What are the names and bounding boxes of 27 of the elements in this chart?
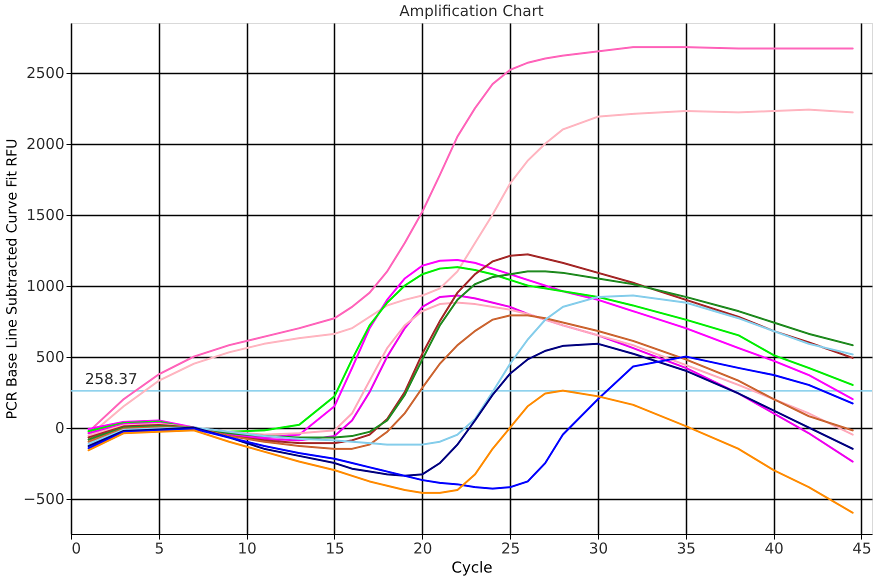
line-series — [88, 314, 854, 450]
ref-line-label: 258.37 — [85, 370, 138, 388]
y-axis-title: PCR Base Line Subtracted Curve Fit RFU — [4, 138, 20, 420]
x-tick-label: 5 — [154, 540, 164, 558]
x-tick-label: 35 — [676, 540, 696, 558]
y-tick-label: 1000 — [26, 277, 64, 296]
x-tick-label: 10 — [238, 540, 257, 558]
line-series — [88, 390, 854, 514]
line-series — [88, 356, 854, 490]
y-tick-label: 2000 — [26, 135, 64, 154]
x-tick-label: 20 — [413, 540, 432, 558]
x-tick-label: 30 — [588, 540, 608, 558]
line-series — [88, 108, 854, 438]
y-tick-label: 2500 — [26, 64, 64, 82]
line-series — [88, 46, 854, 433]
line-series — [88, 342, 854, 477]
x-tick-label: 40 — [764, 540, 784, 558]
x-tick-label: 45 — [852, 540, 872, 558]
x-axis-title: Cycle — [452, 558, 492, 576]
x-tick-label: 15 — [325, 540, 345, 558]
chart-title: Amplification Chart — [399, 2, 544, 20]
x-tick-label: 0 — [72, 540, 82, 558]
y-tick-label: 0 — [54, 419, 64, 438]
y-tick-label: −500 — [23, 490, 64, 508]
x-tick-label: 25 — [501, 540, 520, 558]
y-tick-label: 1500 — [26, 206, 64, 224]
y-tick-label: 500 — [36, 348, 64, 366]
